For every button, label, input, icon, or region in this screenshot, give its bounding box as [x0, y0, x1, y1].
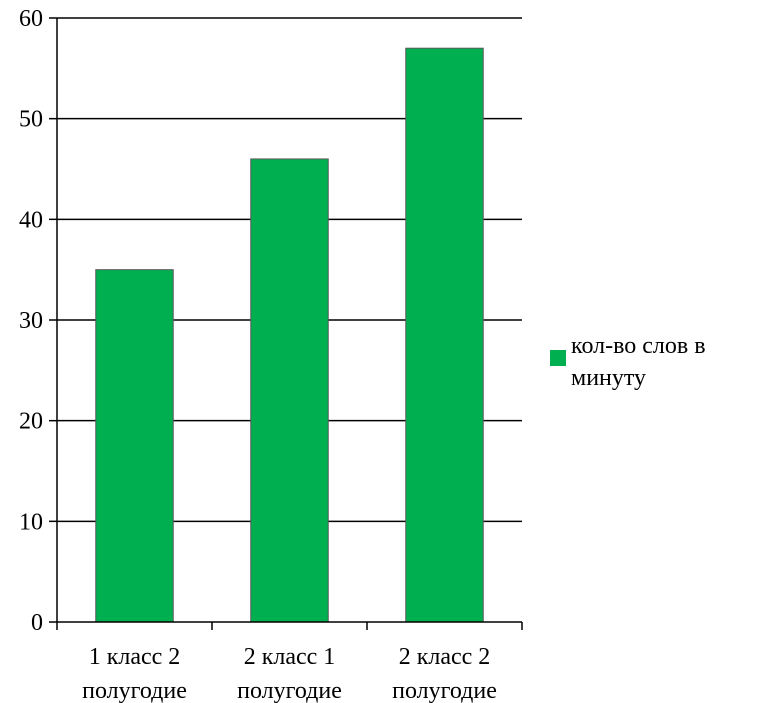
x-category-labels: 1 класс 2 полугодие 2 класс 1 полугодие 2 кл… [82, 644, 497, 703]
x-category-label: полугодие [237, 678, 342, 703]
x-category-label: полугодие [82, 678, 187, 703]
legend-label: кол-во слов в минуту [571, 333, 706, 391]
y-tick-label: 0 [31, 610, 43, 636]
x-category-label: 1 класс 2 [89, 644, 181, 670]
y-tick-label: 60 [19, 6, 43, 32]
bar [250, 158, 329, 623]
y-tick-labels: 0 10 20 30 40 50 60 [19, 6, 43, 636]
bar [405, 47, 484, 623]
y-tick-label: 40 [19, 207, 43, 233]
x-category-label: 2 класс 2 [399, 644, 491, 670]
y-tick-label: 10 [19, 509, 43, 535]
y-tick-label: 50 [19, 107, 43, 133]
x-category-label: 2 класс 1 [244, 644, 336, 670]
x-category-label: полугодие [392, 678, 497, 703]
y-tick-label: 20 [19, 409, 43, 435]
bar [95, 269, 174, 623]
y-tick-label: 30 [19, 308, 43, 334]
bars [95, 47, 484, 623]
legend-swatch [550, 350, 566, 366]
axes [49, 17, 523, 630]
